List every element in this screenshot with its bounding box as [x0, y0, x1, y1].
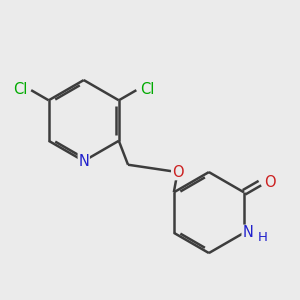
Text: N: N: [78, 154, 89, 169]
Text: Cl: Cl: [13, 82, 27, 97]
Text: N: N: [242, 225, 253, 240]
Text: O: O: [172, 165, 183, 180]
Text: Cl: Cl: [140, 82, 154, 97]
Text: H: H: [258, 231, 268, 244]
Text: O: O: [264, 175, 276, 190]
